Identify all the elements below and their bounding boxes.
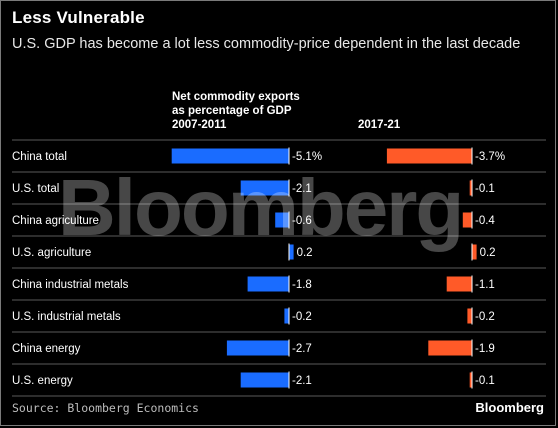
bar-2017-21: [469, 372, 473, 388]
left-heading-line-1: Net commodity exports: [172, 91, 300, 103]
right-column-heading: 2017-21: [358, 119, 401, 131]
bar-2007-2011: [275, 212, 289, 228]
bar-2007-2011: [171, 148, 289, 164]
bar-2007-2011: [240, 180, 289, 196]
source-note: Source: Bloomberg Economics: [12, 401, 199, 415]
bloomberg-logo: Bloomberg: [475, 400, 544, 415]
left-column-heading: Net commodity exports as percentage of G…: [172, 90, 300, 132]
bar-2017-21: [467, 308, 472, 324]
data-label: 0.2: [480, 247, 496, 259]
data-label: 0.2: [297, 247, 313, 259]
data-label: -0.1: [475, 183, 495, 195]
data-label: -0.6: [292, 215, 312, 227]
category-label: China industrial metals: [12, 279, 129, 291]
category-label: U.S. industrial metals: [12, 311, 121, 323]
category-label: China total: [12, 151, 67, 163]
category-label: China energy: [12, 343, 81, 355]
data-label: -2.7: [292, 343, 312, 355]
chart-title: Less Vulnerable: [12, 8, 145, 27]
data-label: -0.4: [475, 215, 495, 227]
left-heading-line-3: 2007-2011: [172, 119, 227, 131]
data-label: -2.1: [292, 183, 312, 195]
bar-2017-21: [386, 148, 472, 164]
bar-2017-21: [469, 180, 473, 196]
bar-2007-2011: [240, 372, 289, 388]
bar-2017-21: [462, 212, 472, 228]
data-label: -1.8: [292, 279, 312, 291]
data-label: -1.9: [475, 343, 495, 355]
data-label: -1.1: [475, 279, 495, 291]
data-label: -0.1: [475, 375, 495, 387]
bar-2017-21: [472, 244, 477, 260]
bar-2017-21: [446, 276, 472, 292]
category-label: China agriculture: [12, 215, 99, 227]
category-label: U.S. agriculture: [12, 247, 91, 259]
data-label: -2.1: [292, 375, 312, 387]
left-heading-line-2: as percentage of GDP: [172, 105, 292, 117]
data-label: -3.7%: [475, 151, 505, 163]
chart-subtitle: U.S. GDP has become a lot less commodity…: [12, 36, 521, 52]
bar-2007-2011: [284, 308, 289, 324]
bar-2007-2011: [247, 276, 289, 292]
category-label: U.S. total: [12, 183, 59, 195]
bar-2007-2011: [289, 244, 294, 260]
bar-2007-2011: [226, 340, 289, 356]
data-label: -5.1%: [292, 151, 322, 163]
data-label: -0.2: [292, 311, 312, 323]
data-label: -0.2: [475, 311, 495, 323]
category-label: U.S. energy: [12, 375, 73, 387]
bar-2017-21: [428, 340, 472, 356]
